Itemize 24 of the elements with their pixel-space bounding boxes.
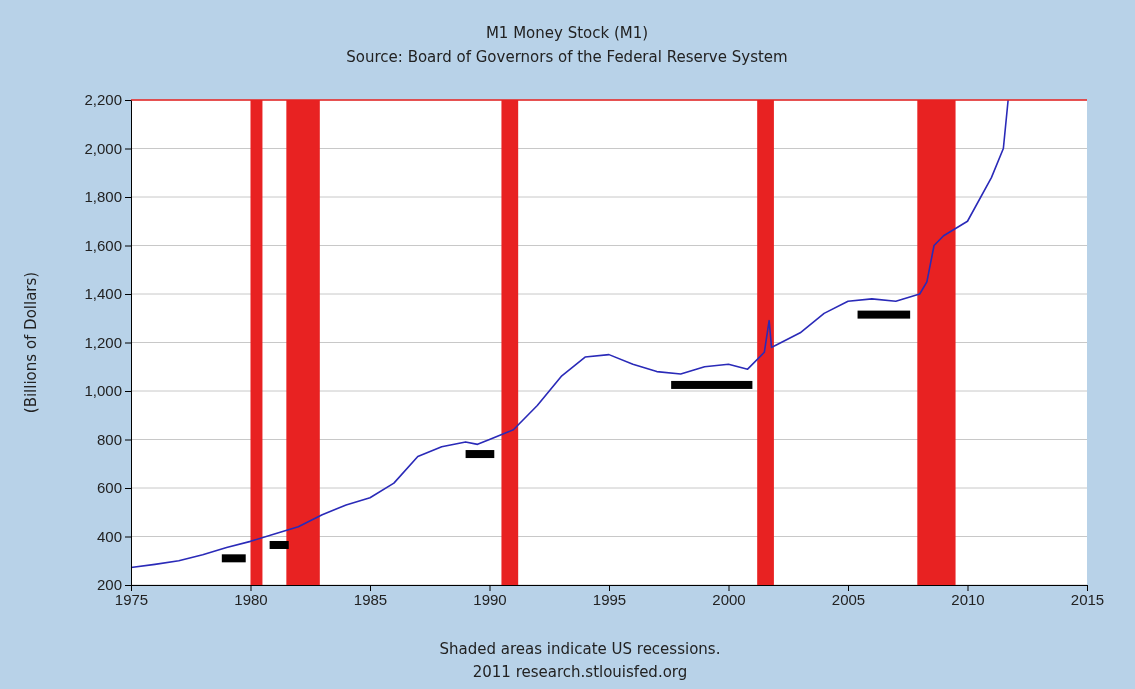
y-tick-label: 1,600 (84, 236, 122, 254)
x-tick-label: 2010 (951, 590, 985, 608)
y-axis-title: (Billions of Dollars) (22, 271, 40, 414)
text: Shaded areas indicate US recessions. (439, 640, 721, 658)
y-tick-label: 2,000 (84, 139, 122, 157)
line-series (130, 99, 1009, 569)
y-tick-label: 1,200 (84, 333, 122, 351)
text: 2011 research.stlouisfed.org (472, 663, 688, 681)
y-tick-label: 800 (96, 430, 122, 448)
x-tick-label: 1985 (353, 590, 388, 608)
y-tick-label: 1,400 (84, 285, 122, 303)
y-tick-label: 1,000 (84, 382, 122, 400)
chart-subtitle: Source: Board of Governors of the Federal Reserve System (346, 48, 788, 66)
y-tick-label: 2,200 (84, 91, 122, 109)
chart-title: M1 Money Stock (M1) (485, 24, 649, 42)
x-tick-label: 2005 (831, 590, 866, 608)
x-tick-label: 1995 (592, 590, 627, 608)
x-tick-label: 1980 (234, 590, 268, 608)
x-tick-label: 2000 (712, 590, 746, 608)
y-tick-label: 1,800 (84, 188, 122, 206)
x-tick-label: 1990 (473, 590, 507, 608)
y-tick-label: 400 (96, 527, 122, 545)
y-tick-label: 600 (96, 479, 122, 497)
x-tick-label: 2015 (1070, 590, 1105, 608)
